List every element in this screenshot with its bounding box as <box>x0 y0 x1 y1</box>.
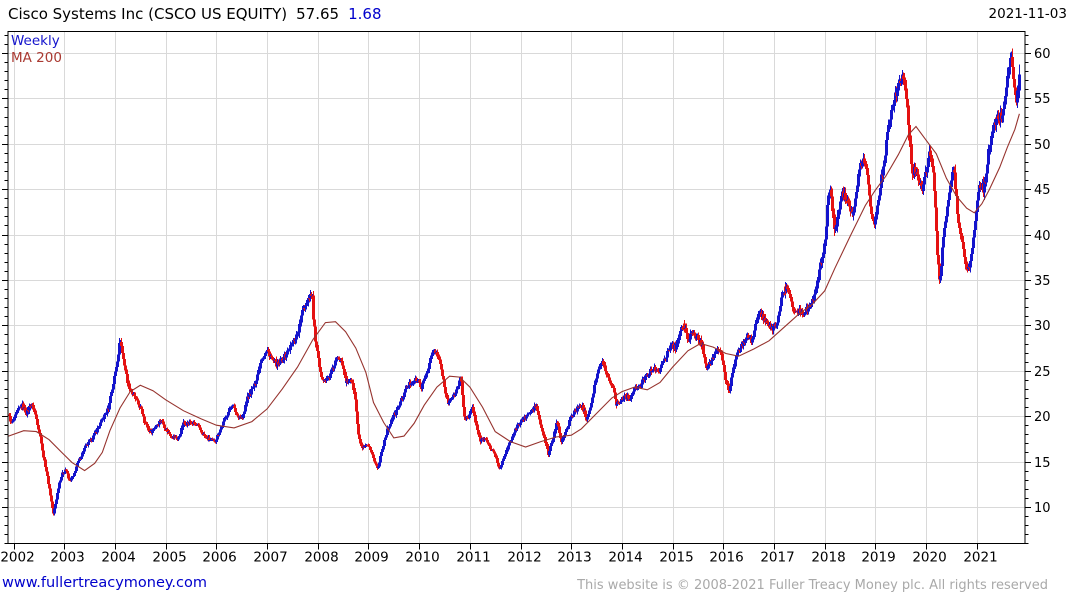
legend-weekly: Weekly <box>11 33 60 49</box>
price-series <box>8 48 1021 516</box>
x-axis-labels: 2002 2003 2004 2005 2006 2007 2008 2009 2010 2011… <box>0 550 997 566</box>
svg-text:2005: 2005 <box>152 550 186 566</box>
svg-text:2018: 2018 <box>811 550 845 566</box>
svg-text:2006: 2006 <box>202 550 236 566</box>
svg-text:45: 45 <box>1034 183 1051 198</box>
svg-text:20: 20 <box>1034 410 1051 425</box>
svg-text:55: 55 <box>1034 92 1051 107</box>
svg-text:2021: 2021 <box>963 550 997 566</box>
instrument-name: Cisco Systems Inc (CSCO US EQUITY) <box>8 5 288 23</box>
y-axis-labels: 10 15 20 25 30 35 40 45 50 55 60 <box>1034 47 1051 516</box>
chart-title: Cisco Systems Inc (CSCO US EQUITY) 57.65 1… <box>8 5 382 23</box>
svg-text:30: 30 <box>1034 319 1051 334</box>
svg-text:2013: 2013 <box>557 550 591 566</box>
svg-text:2012: 2012 <box>507 550 541 566</box>
svg-text:2010: 2010 <box>405 550 439 566</box>
chart-date: 2021-11-03 <box>988 6 1067 22</box>
svg-text:2020: 2020 <box>912 550 946 566</box>
ma-200-line <box>8 113 1020 472</box>
svg-text:10: 10 <box>1034 501 1051 516</box>
copyright-text: This website is © 2008-2021 Fuller Treac… <box>577 578 1048 593</box>
legend-ma-200: MA 200 <box>11 50 62 66</box>
svg-text:25: 25 <box>1034 365 1051 380</box>
svg-text:2011: 2011 <box>456 550 490 566</box>
y-axis <box>2 35 1031 544</box>
svg-text:2015: 2015 <box>659 550 693 566</box>
svg-text:2002: 2002 <box>0 550 34 566</box>
svg-text:2004: 2004 <box>101 550 135 566</box>
svg-text:2017: 2017 <box>760 550 794 566</box>
plot-grid <box>8 31 1025 544</box>
x-axis <box>14 543 978 550</box>
svg-text:50: 50 <box>1034 138 1051 153</box>
svg-text:2003: 2003 <box>50 550 84 566</box>
svg-text:2019: 2019 <box>861 550 895 566</box>
svg-text:15: 15 <box>1034 456 1051 471</box>
plot-frame <box>7 31 1026 544</box>
svg-text:2014: 2014 <box>608 550 642 566</box>
svg-text:2007: 2007 <box>253 550 287 566</box>
svg-text:2016: 2016 <box>709 550 743 566</box>
price-change: 1.68 <box>348 5 382 23</box>
site-link[interactable]: www.fullertreacymoney.com <box>2 575 207 591</box>
svg-text:2009: 2009 <box>354 550 388 566</box>
svg-text:35: 35 <box>1034 274 1051 289</box>
svg-text:40: 40 <box>1034 229 1051 244</box>
last-price: 57.65 <box>296 5 340 23</box>
svg-text:60: 60 <box>1034 47 1051 62</box>
svg-text:2008: 2008 <box>304 550 338 566</box>
